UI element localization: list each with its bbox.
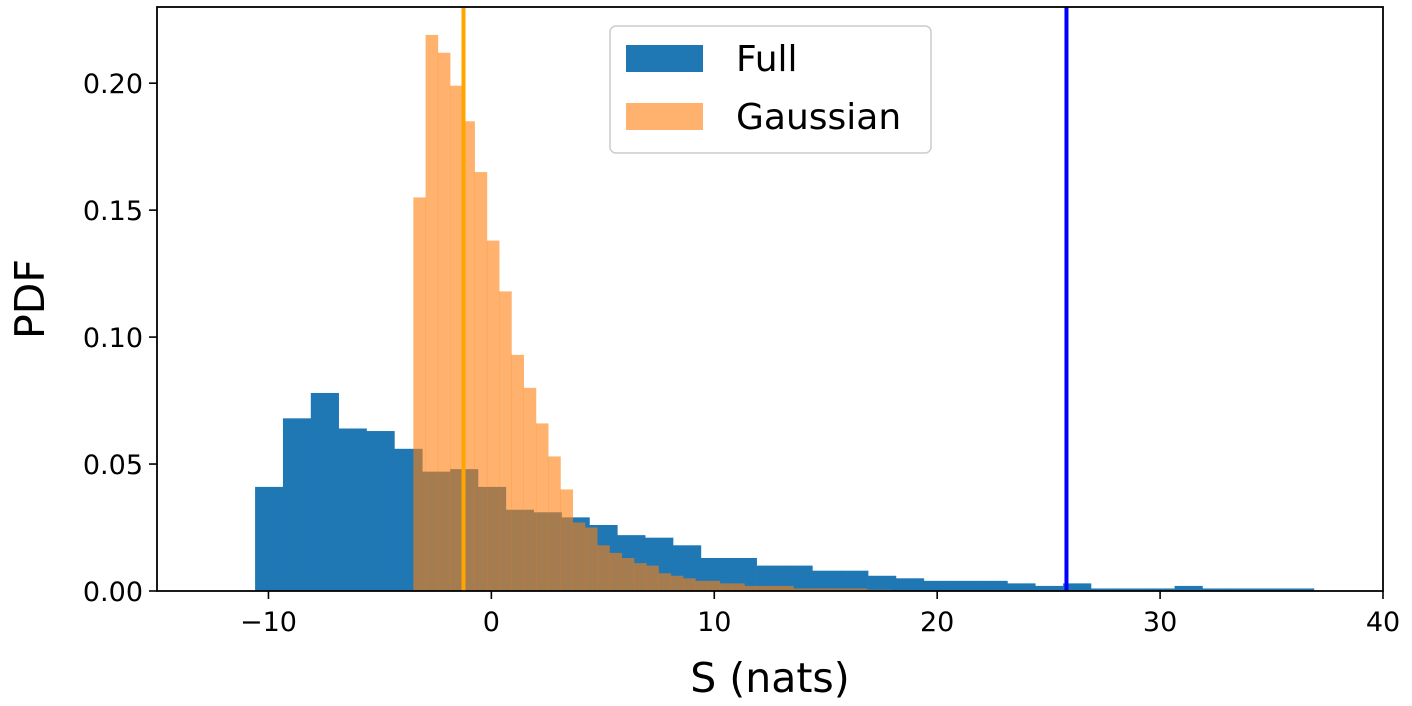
histogram-bar <box>584 527 598 591</box>
series-gaussian <box>413 34 892 592</box>
histogram-bar <box>695 580 708 591</box>
histogram-bar <box>1202 588 1231 591</box>
histogram-bar <box>1286 588 1315 591</box>
histogram-bar <box>744 585 757 591</box>
histogram-bar <box>255 486 284 591</box>
legend-swatch-gaussian <box>626 103 703 130</box>
y-axis-label: PDF <box>6 259 54 339</box>
histogram-bar <box>670 575 684 591</box>
histogram-bar <box>634 563 647 591</box>
axes-frame <box>156 6 1384 592</box>
histogram-bar <box>817 588 831 591</box>
histogram-bar <box>646 565 659 591</box>
histogram-bar <box>1258 588 1287 591</box>
histogram-bar <box>413 197 426 591</box>
histogram-bar <box>486 240 500 591</box>
histogram-bar <box>1146 588 1175 591</box>
histogram-bar <box>523 387 537 591</box>
histogram-bar <box>756 585 770 591</box>
y-axis: 0.00 0.05 0.10 0.15 0.20 <box>83 69 157 608</box>
histogram-bar <box>621 557 635 591</box>
histogram-bar <box>868 575 897 591</box>
y-tick-label: 0.05 <box>83 450 143 481</box>
histogram-bar <box>1118 588 1148 591</box>
x-tick-label: 20 <box>920 607 954 638</box>
legend-label-gaussian: Gaussian <box>736 97 901 138</box>
histogram-bar <box>366 431 395 591</box>
histogram-bar <box>609 552 623 591</box>
histogram-bar <box>535 423 549 591</box>
histogram-bar <box>462 121 475 592</box>
histogram-bar <box>1230 588 1259 591</box>
histogram-bar <box>683 578 696 591</box>
histogram-bar <box>597 545 610 591</box>
histogram-bar <box>768 585 782 591</box>
x-axis-label: S (nats) <box>690 654 850 702</box>
x-tick-label: −10 <box>240 607 297 638</box>
legend: Full Gaussian <box>609 25 932 154</box>
histogram-bar <box>1063 583 1092 591</box>
histogram-bar <box>1174 585 1203 591</box>
histogram-bar <box>282 418 312 591</box>
plot-area <box>255 7 1315 592</box>
histogram-bar <box>338 428 367 591</box>
x-axis: −10 0 10 20 30 40 <box>240 591 1400 638</box>
histogram-bar <box>707 580 721 591</box>
x-tick-label: 0 <box>483 607 500 638</box>
histogram-bar <box>895 578 925 591</box>
histogram-bar <box>310 392 339 591</box>
x-tick-label: 10 <box>697 607 731 638</box>
histogram-bar <box>781 585 794 591</box>
histogram-bar <box>842 588 856 591</box>
histogram-bar <box>658 573 672 591</box>
histogram-bar <box>854 588 868 591</box>
histogram-bar <box>511 354 524 591</box>
x-tick-label: 40 <box>1366 607 1400 638</box>
histogram-bar <box>437 52 451 592</box>
histogram-bar <box>425 34 439 592</box>
histogram-bar <box>719 583 733 591</box>
histogram-bar <box>830 588 843 591</box>
y-tick-label: 0.15 <box>83 196 143 227</box>
histogram-bar <box>923 580 952 591</box>
histogram-bar <box>499 291 512 591</box>
y-tick-label: 0.00 <box>83 577 143 608</box>
histogram-bar <box>474 172 488 592</box>
histogram-bar <box>979 580 1008 591</box>
x-tick-label: 30 <box>1143 607 1177 638</box>
histogram-bar <box>560 489 574 591</box>
y-tick-label: 0.20 <box>83 69 143 100</box>
histogram-bar <box>840 570 869 591</box>
histogram-bar <box>812 570 841 591</box>
legend-label-full: Full <box>736 39 798 80</box>
histogram-bar <box>1090 588 1120 591</box>
histogram-bar <box>1035 585 1064 591</box>
histogram-bar <box>1007 583 1036 591</box>
histogram-bar <box>805 588 819 591</box>
histogram-bar <box>548 456 561 591</box>
histogram-bar <box>793 588 806 591</box>
y-tick-label: 0.10 <box>83 323 143 354</box>
legend-swatch-full <box>626 45 703 72</box>
histogram-bar <box>951 580 980 591</box>
histogram-bar <box>450 85 463 591</box>
histogram-bar <box>732 583 745 591</box>
histogram-bar <box>572 522 586 591</box>
